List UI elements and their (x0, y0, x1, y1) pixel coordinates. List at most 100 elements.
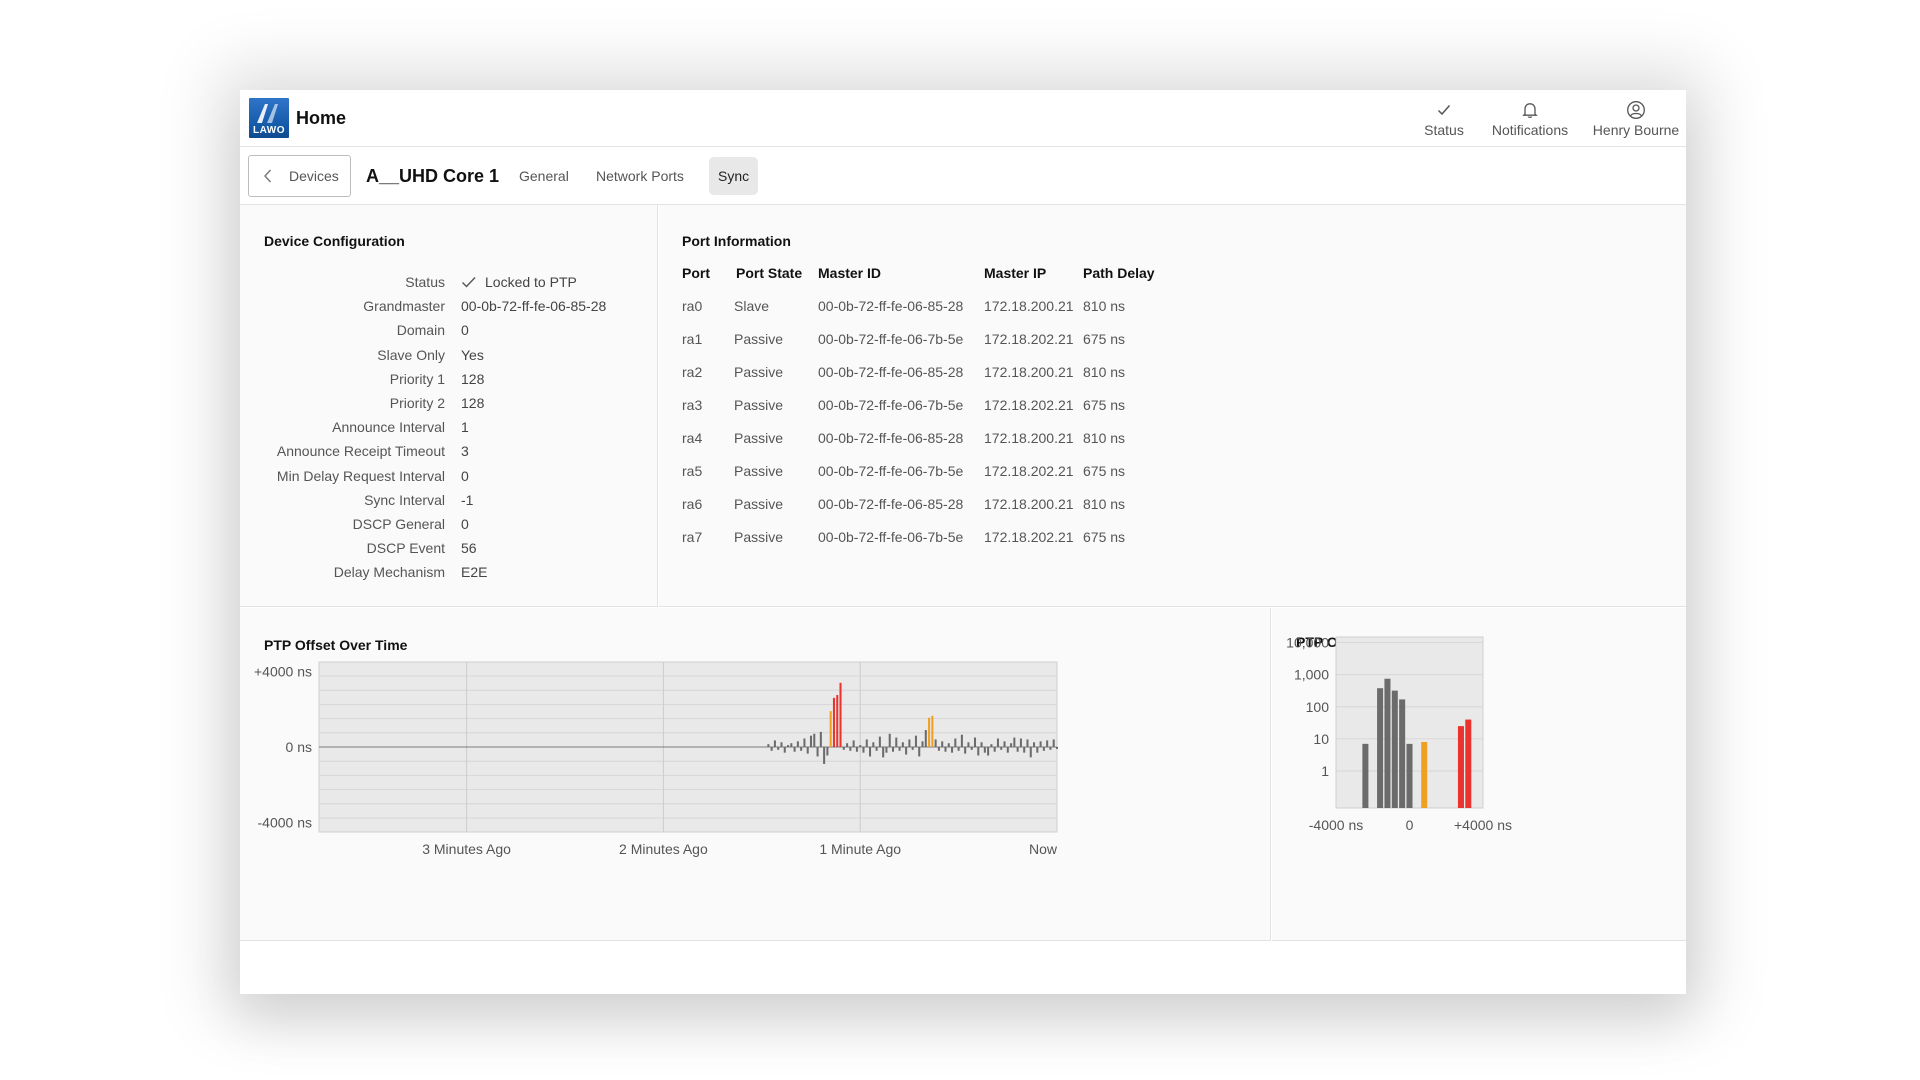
offset-bar (773, 740, 776, 747)
offset-bar (882, 747, 885, 758)
config-key: Announce Receipt Timeout (276, 443, 445, 460)
offset-bar (993, 747, 996, 752)
offset-bar (1010, 743, 1013, 747)
config-value: 128 (461, 395, 484, 411)
table-row: ra1 Passive 00-0b-72-ff-fe-06-7b-5e 172.18.… (659, 327, 1686, 351)
config-key: Status (405, 274, 445, 290)
offset-bar (1026, 739, 1029, 747)
offset-bar (809, 735, 813, 747)
port-cell: ra7 (682, 529, 703, 545)
offset-bar (875, 747, 878, 751)
config-value-text: 128 (461, 395, 485, 411)
port-cell: ra0 (682, 298, 703, 314)
offset-bar (934, 739, 937, 747)
tab-sync[interactable]: Sync (709, 157, 759, 195)
config-row: Status Locked to PTP (240, 271, 658, 295)
notifications-label: Notifications (1491, 122, 1569, 138)
config-key: Priority 1 (389, 370, 445, 387)
offset-y-tick-label: +4000 ns (254, 663, 312, 679)
master-id-cell: 00-0b-72-ff-fe-06-7b-5e (818, 331, 964, 347)
device-configuration-title: Device Configuration (264, 233, 405, 249)
config-key: DSCP General (352, 516, 445, 532)
config-value-text: 0 (461, 516, 469, 532)
path-delay-cell: 675 ns (1083, 331, 1126, 347)
config-value-text: 56 (461, 540, 477, 557)
status-label: Status (1424, 122, 1464, 138)
offset-bar (1049, 747, 1052, 750)
check-icon (461, 274, 485, 290)
check-icon (1418, 98, 1470, 120)
col-port-state: Port State (736, 265, 803, 281)
offset-bar (1019, 738, 1022, 747)
offset-bar (1046, 740, 1049, 747)
offset-bar (937, 747, 940, 751)
lawo-logo[interactable]: LAWO (249, 98, 289, 138)
offset-bar (947, 743, 950, 747)
histogram-bar (1406, 743, 1413, 808)
master-ip-cell: 172.18.202.21 (984, 463, 1074, 479)
table-row: ra7 Passive 00-0b-72-ff-fe-06-7b-5e 172.18.… (659, 525, 1686, 549)
port-state-cell: Passive (734, 364, 784, 380)
config-row: Delay Mechanism E2E (240, 561, 658, 585)
offset-bar (859, 745, 862, 747)
table-row: ra6 Passive 00-0b-72-ff-fe-06-85-28 172.18.… (659, 492, 1686, 516)
table-row: ra0 Slave 00-0b-72-ff-fe-06-85-28 172.18.20… (659, 294, 1686, 318)
user-menu-button[interactable]: Henry Bourne (1589, 98, 1683, 142)
config-value-text: -1 (461, 491, 474, 508)
master-id-cell: 00-0b-72-ff-fe-06-7b-5e (818, 529, 964, 545)
master-id-cell: 00-0b-72-ff-fe-06-7b-5e (818, 463, 964, 479)
col-master-id: Master ID (818, 265, 882, 281)
config-row: Slave Only Yes (240, 344, 658, 368)
path-delay-cell: 810 ns (1083, 496, 1126, 512)
histogram-x-tick-label: 0 (1406, 817, 1414, 833)
config-key: Domain (396, 322, 445, 339)
offset-bar (908, 739, 911, 747)
port-cell: ra2 (682, 364, 703, 380)
offset-bar (865, 739, 868, 747)
offset-bar (878, 736, 881, 747)
notifications-button[interactable]: Notifications (1484, 98, 1576, 142)
offset-bar (951, 747, 954, 753)
back-button-label: Devices (289, 168, 339, 184)
config-row: Priority 2 128 (240, 392, 658, 416)
device-subnav: Devices A__UHD Core 1 General Network Po… (240, 147, 1686, 205)
port-state-cell: Passive (734, 331, 784, 347)
port-information-title: Port Information (682, 233, 791, 249)
path-delay-cell: 810 ns (1083, 298, 1126, 314)
app-title[interactable]: Home (296, 108, 347, 128)
back-to-devices-button[interactable]: Devices (248, 155, 351, 197)
offset-bar (957, 747, 960, 751)
col-master-ip: Master IP (984, 265, 1047, 281)
offset-bar (944, 747, 947, 752)
port-state-cell: Passive (734, 397, 784, 413)
tab-general[interactable]: General (519, 168, 569, 184)
footer-area (240, 942, 1686, 994)
ptp-offset-over-time-panel: PTP Offset Over Time 3 Minutes Ago 2 Minu… (240, 608, 1271, 941)
path-delay-cell: 810 ns (1083, 430, 1126, 446)
config-value-text: 00-0b-72-ff-fe-06-85-28 (461, 298, 607, 315)
offset-bar (967, 742, 970, 747)
offset-bar (891, 747, 895, 752)
port-table-header: Port Port State Master ID Master IP Path… (659, 261, 1686, 285)
offset-y-tick-label: 0 ns (286, 739, 312, 755)
histogram-y-tick-label: 100 (1306, 699, 1330, 715)
histogram-bar (1457, 726, 1464, 808)
top-bar: LAWO Home Status Notifications Henry Bou… (240, 90, 1686, 147)
port-information-panel: Port Information Port Port State Master … (659, 205, 1686, 607)
config-value: E2E (461, 564, 487, 580)
config-row: Grandmaster 00-0b-72-ff-fe-06-85-28 (240, 295, 658, 319)
offset-bar (846, 743, 849, 747)
logo-mark-icon (257, 104, 278, 123)
master-ip-cell: 172.18.202.21 (984, 529, 1074, 545)
config-row: Announce Interval 1 (240, 416, 658, 440)
table-row: ra3 Passive 00-0b-72-ff-fe-06-7b-5e 172.18.… (659, 393, 1686, 417)
histogram-y-tick-label: 10 (1313, 731, 1329, 747)
col-port: Port (682, 265, 710, 281)
histogram-bar (1421, 741, 1428, 808)
offset-bar (928, 717, 931, 747)
status-button[interactable]: Status (1418, 98, 1470, 142)
tab-network-ports[interactable]: Network Ports (596, 168, 684, 184)
histogram-y-tick-label: 1,000 (1294, 667, 1329, 683)
ptp-offset-histogram-panel: PTP Offset Histogram 10,0001,000100101-4… (1272, 608, 1686, 941)
master-id-cell: 00-0b-72-ff-fe-06-85-28 (818, 298, 964, 314)
